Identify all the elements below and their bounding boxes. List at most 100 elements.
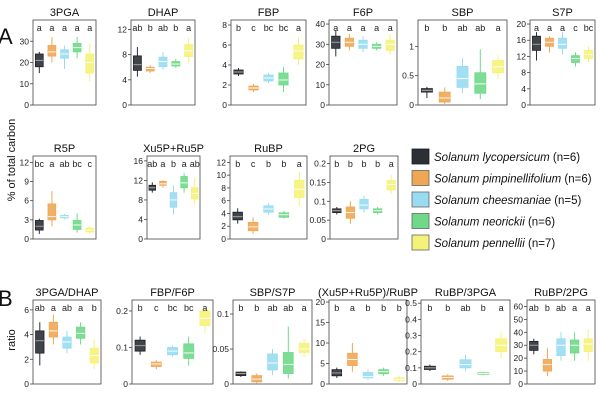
significance-letter: b [427, 303, 432, 313]
box-3 [459, 359, 472, 369]
y-tick-label: 5 [320, 359, 325, 369]
panel-title: S7P [552, 7, 573, 19]
y-tick-label: 0 [221, 234, 226, 244]
significance-letter: a [186, 23, 191, 33]
significance-letter: bc [168, 303, 178, 313]
significance-letter: b [481, 303, 486, 313]
y-tick-label: 40 [316, 19, 326, 29]
y-tick-label: 0 [518, 379, 523, 389]
box-2 [145, 66, 155, 72]
significance-letter: a [37, 23, 42, 33]
box-1 [35, 330, 45, 354]
y-tick-label: 12 [20, 157, 30, 167]
box-4 [283, 352, 294, 374]
y-tick-label: 12 [217, 157, 227, 167]
significance-letter: a [499, 303, 504, 313]
plot-frame [146, 155, 201, 240]
significance-letter: c [154, 303, 159, 313]
plot-frame [32, 155, 97, 240]
significance-letter: c [87, 159, 92, 169]
y-tick-label: 0.1 [116, 342, 128, 352]
significance-letter: a [302, 303, 307, 313]
box-1 [529, 340, 539, 351]
y-tick-label: 8 [222, 20, 227, 30]
y-tick-label: 4 [138, 214, 143, 224]
y-tick-label: 20 [20, 58, 30, 68]
y-tick-label: 0 [222, 100, 227, 110]
significance-letter: a [389, 159, 394, 169]
y-axis-label-carbon: % of total carbon [6, 119, 18, 202]
box-2 [542, 359, 553, 372]
plot-frame [32, 299, 102, 385]
y-tick-label: 0 [24, 234, 29, 244]
box-4 [569, 339, 580, 354]
panel-title: 3PGA [50, 7, 80, 19]
significance-letter: c [251, 23, 256, 33]
y-tick-label: 20 [316, 60, 326, 70]
plot-frame [328, 299, 408, 385]
significance-letter: b [92, 303, 97, 313]
significance-letter: ab [457, 23, 467, 33]
legend-swatch-1 [411, 148, 430, 165]
significance-letter: ab [556, 303, 566, 313]
y-tick-label: 20 [514, 353, 524, 363]
significance-letter: b [445, 303, 450, 313]
significance-letter: ab [283, 303, 293, 313]
y-tick-label: 10 [316, 80, 326, 90]
panel-title: F6P [353, 7, 373, 19]
significance-letter: bc [184, 303, 194, 313]
significance-letter: bc [584, 23, 594, 33]
y-tick-label: 6 [222, 40, 227, 50]
y-tick-label: 0 [521, 100, 526, 110]
panel-title: (Xu5P+Ru5P)/RuBP [318, 287, 418, 299]
panel-title: FBP/F6P [150, 287, 195, 299]
legend-swatch-2 [411, 170, 430, 186]
y-tick-label: 0.1 [217, 309, 229, 319]
box-2 [159, 180, 167, 186]
box-3 [558, 37, 567, 49]
significance-letter: b [235, 159, 240, 169]
significance-letter: a [560, 23, 565, 33]
y-tick-label: 2 [24, 354, 29, 364]
significance-letter: b [365, 303, 370, 313]
y-tick-label: 20 [316, 297, 326, 307]
y-tick-label: 0.2 [314, 159, 326, 169]
y-tick-label: 30 [316, 39, 326, 49]
y-tick-label: 10 [514, 366, 524, 376]
significance-letter: b [442, 23, 447, 33]
box-2 [438, 91, 451, 103]
y-tick-label: 16 [517, 35, 527, 45]
significance-letter: b [236, 23, 241, 33]
significance-letter: a [78, 303, 83, 313]
significance-letter: a [87, 23, 92, 33]
box-1 [532, 35, 541, 51]
plot-frame [420, 299, 511, 385]
significance-letter: ab [147, 159, 157, 169]
box-1 [133, 55, 142, 71]
y-tick-label: 16 [134, 156, 144, 166]
panel-title: SBP/S7P [250, 287, 296, 299]
y-tick-label: 2 [222, 80, 227, 90]
y-tick-label: 6 [24, 305, 29, 315]
plot-frame [130, 19, 196, 106]
significance-letter: b [266, 159, 271, 169]
y-tick-label: 4 [521, 84, 526, 94]
panel-label-a: A [0, 24, 13, 49]
y-tick-label: 0 [321, 234, 326, 244]
significance-letter: b [173, 23, 178, 33]
box-4 [180, 176, 188, 189]
y-tick-label: 0.1 [314, 196, 326, 206]
panel-title: 2PG [353, 143, 375, 155]
significance-letter: b [334, 159, 339, 169]
y-tick-label: 8 [138, 195, 143, 205]
